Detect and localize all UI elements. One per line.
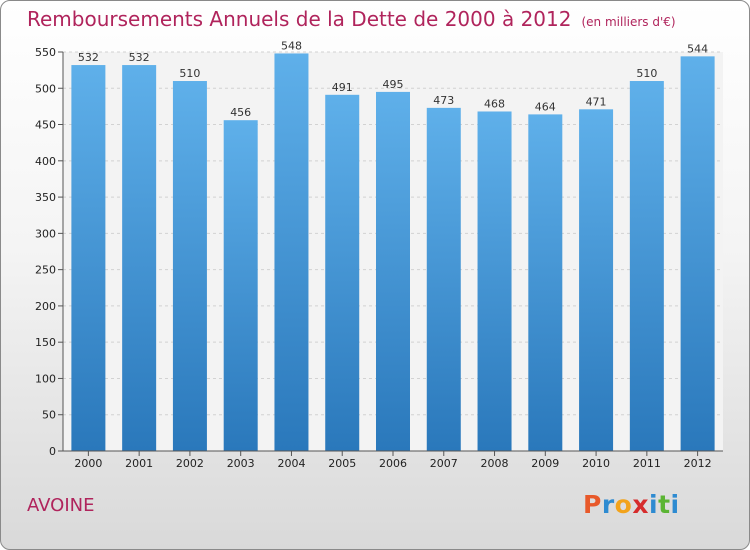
bar-value-label: 456 — [230, 106, 251, 119]
bar-value-label: 495 — [383, 78, 404, 91]
x-tick-label: 2000 — [74, 457, 102, 470]
bar-2006 — [376, 91, 410, 452]
logo-letter: P — [583, 490, 602, 519]
y-tick-label: 550 — [35, 46, 56, 59]
bar-2009 — [528, 114, 563, 451]
chart-title: Remboursements Annuels de la Dette de 20… — [27, 7, 676, 31]
labels: 532 532 510 456 548 491 495 473 468 464 471 510 544 — [78, 39, 708, 119]
bar-value-label: 471 — [586, 95, 607, 108]
y-tick-label: 100 — [35, 372, 56, 385]
bar-2000 — [71, 65, 106, 452]
bar-value-label: 548 — [281, 39, 302, 52]
bar-2001 — [122, 65, 157, 452]
x-tick-label: 2008 — [481, 457, 509, 470]
bar-value-label: 532 — [129, 51, 150, 64]
logo-letter: i — [670, 490, 680, 519]
x-tick-label: 2005 — [328, 457, 356, 470]
y-tick-label: 200 — [35, 300, 56, 313]
y-tick-label: 500 — [35, 82, 56, 95]
proxiti-logo: Proxiti — [583, 490, 680, 519]
logo-letter: t — [658, 490, 671, 519]
bar-2004 — [274, 53, 309, 452]
y-tick-label: 300 — [35, 227, 56, 240]
x-tick-label: 2011 — [633, 457, 661, 470]
logo-letter: x — [632, 490, 649, 519]
y-tick-label: 250 — [35, 264, 56, 277]
y-tick-label: 400 — [35, 155, 56, 168]
bar-value-label: 510 — [179, 67, 200, 80]
x-tick-label: 2012 — [684, 457, 712, 470]
bar-2003 — [223, 120, 258, 452]
x-tick-label: 2001 — [125, 457, 153, 470]
bar-value-label: 544 — [687, 42, 708, 55]
bar-value-label: 491 — [332, 81, 353, 94]
commune-name: AVOINE — [27, 495, 95, 516]
y-tick-label: 350 — [35, 191, 56, 204]
x-tick-label: 2010 — [582, 457, 610, 470]
chart-title-text: Remboursements Annuels de la Dette de 20… — [27, 7, 572, 31]
y-tick-label: 50 — [42, 409, 56, 422]
bar-2010 — [579, 109, 614, 451]
bar-value-label: 532 — [78, 51, 99, 64]
bar-value-label: 468 — [484, 97, 505, 110]
bar-value-label: 464 — [535, 100, 556, 113]
x-tick-label: 2009 — [531, 457, 559, 470]
y-tick-label: 0 — [49, 445, 56, 458]
bar-2005 — [325, 94, 360, 451]
chart-unit: (en milliers d'€) — [581, 15, 676, 29]
y-tick-label: 450 — [35, 119, 56, 132]
y-tick-label: 150 — [35, 336, 56, 349]
bar-value-label: 473 — [433, 94, 454, 107]
logo-letter: o — [614, 490, 633, 519]
x-tick-label: 2003 — [227, 457, 255, 470]
bar-2002 — [172, 81, 207, 451]
logo-letter: i — [649, 490, 659, 519]
x-tick-label: 2007 — [430, 457, 458, 470]
x-tick-label: 2006 — [379, 457, 407, 470]
bar-value-label: 510 — [636, 67, 657, 80]
bar-2012 — [680, 56, 715, 452]
axes: 0 50 100 150 200 250 300 350 400 450 500 550 2000 200… — [35, 46, 723, 470]
x-tick-label: 2002 — [176, 457, 204, 470]
logo-letter: r — [601, 490, 615, 519]
bar-2008 — [477, 111, 512, 451]
bars — [71, 53, 715, 452]
bar-2011 — [629, 81, 664, 451]
x-tick-label: 2004 — [277, 457, 305, 470]
bar-2007 — [426, 107, 461, 452]
